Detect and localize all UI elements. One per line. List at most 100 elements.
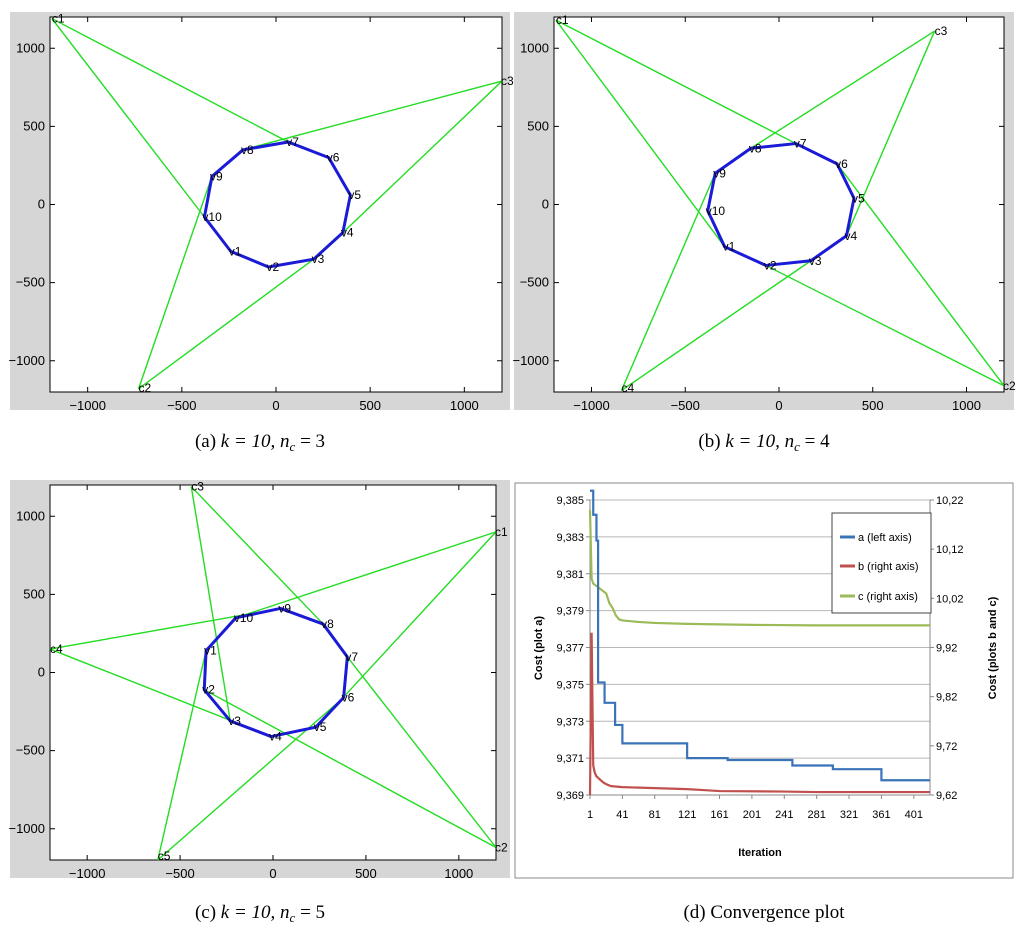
xtick-label: −500 [167,398,196,413]
edge-c3-v4 [342,80,503,234]
panel-c-polygon [202,606,349,739]
ytick-label: 500 [23,118,45,133]
x-tick-label: 121 [678,809,696,821]
xtick-label: 500 [862,398,884,413]
center-label-c3: c3 [935,24,948,38]
vertex-label-v3: v3 [228,714,241,728]
legend-label-a: a (left axis) [858,532,912,544]
edge-c4-v9 [620,172,716,391]
center-label-c3: c3 [501,74,514,88]
vertex-label-v9: v9 [210,169,223,183]
panel-b-caption: (b) k = 10, nc = 4 [698,431,830,454]
x-tick-label: 201 [743,809,761,821]
panel-a-ticks: −1000 −500 0 500 1000 −1000 −500 0 500 1000 [8,17,502,413]
ytick-label: −500 [16,743,45,758]
vertex-label-v5: v5 [314,720,327,734]
right-tick-label: 9,62 [936,790,957,802]
x-tick-label: 401 [905,809,923,821]
right-tick-label: 10,12 [936,544,964,556]
panel-b-point-labels: v1 v2 v3 v4 v5 v6 v7 v8 v9 v10 c1 c2 c3 c4 [556,13,1016,395]
panel-d-x-ticks: 1 41 81 121 161 201 241 281 321 361 401 [587,795,923,821]
vertex-label-v6: v6 [342,691,355,705]
edge-c2-v2 [765,264,1005,387]
edge-c1-v7 [51,17,289,143]
x-tick-label: 1 [587,809,593,821]
vertex-label-v1: v1 [229,244,242,258]
edge-c1-v10 [51,18,205,218]
vertex-label-v1: v1 [723,240,736,254]
series-line-b [588,632,930,796]
panel-c-axes [49,484,497,861]
panel-b-polygon [706,142,856,267]
xtick-label: −1000 [69,398,106,413]
vertex-label-v6: v6 [835,157,848,171]
vertex-label-v1: v1 [204,644,217,658]
right-tick-label: 9,82 [936,692,957,704]
center-label-c4: c4 [622,381,635,395]
series-line-c [588,509,930,627]
x-tick-label: 41 [616,809,628,821]
panel-b-edges [555,19,1005,392]
edge-c1-v7 [555,19,797,145]
xtick-label: 500 [355,866,377,881]
legend-label-c: c (right axis) [858,591,918,603]
ytick-label: 0 [38,665,45,680]
panel-d-ylabel-right: Cost (plots b and c) [987,596,999,699]
left-tick-label: 9,381 [556,569,584,581]
right-tick-label: 10,22 [936,495,964,507]
vertex-label-v7: v7 [794,137,807,151]
ytick-label: −1000 [512,353,549,368]
x-tick-label: 321 [840,809,858,821]
center-label-c2: c2 [1003,379,1016,393]
panel-d-left-ticks: 9,369 9,371 9,373 9,375 9,377 9,379 9,381 9,383… [556,495,590,802]
edge-c4-v3 [621,260,812,392]
edge-c2-v9 [137,176,213,390]
xtick-label: −1000 [573,398,610,413]
center-label-c2: c2 [139,381,152,395]
edge-c3-v8 [190,486,324,625]
edge-c2-v6 [836,163,1005,387]
vertex-label-v8: v8 [749,141,762,155]
xtick-label: 0 [775,398,782,413]
xtick-label: 1000 [444,866,473,881]
series-line-a [590,489,930,782]
panel-a-edges [51,17,503,390]
panel-d-right-ticks: 9,62 9,72 9,82 9,92 10,02 10,12 10,22 [930,495,964,802]
ytick-label: 1000 [520,40,549,55]
left-tick-label: 9,373 [556,716,584,728]
edge-c3-v8 [750,30,936,149]
edge-c5-v1 [157,650,207,861]
vertex-label-v5: v5 [348,188,361,202]
xtick-label: 1000 [952,398,981,413]
edge-c3-v4 [845,30,936,237]
panel-b-axes [553,16,1005,393]
x-tick-label: 161 [710,809,728,821]
panel-a-caption: (a) k = 10, nc = 3 [195,431,325,454]
left-tick-label: 9,369 [556,790,584,802]
right-tick-label: 9,92 [936,643,957,655]
xtick-label: 500 [359,398,381,413]
edge-c2-v2 [203,689,497,849]
vertex-label-v5: v5 [852,191,865,205]
edge-c1-v10 [235,531,497,619]
right-tick-label: 9,72 [936,741,957,753]
xtick-label: 1000 [450,398,479,413]
panel-b-ticks: −1000 −500 0 500 1000 −1000 −500 0 500 1000 [512,17,1004,413]
left-tick-label: 9,377 [556,643,584,655]
edge-c5-v6 [157,696,345,861]
vertex-label-v7: v7 [286,135,299,149]
edge-c3-v3 [190,486,231,722]
center-label-c1: c1 [556,13,569,27]
center-label-c4: c4 [50,642,63,656]
edge-c2-v3 [138,258,315,390]
vertex-label-v2: v2 [202,683,215,697]
x-tick-label: 361 [872,809,890,821]
ytick-label: −500 [520,275,549,290]
panel-d-series [588,489,930,796]
edge-c1-v5 [315,531,497,728]
vertex-label-v3: v3 [312,252,325,266]
panel-a-axes [49,16,503,393]
